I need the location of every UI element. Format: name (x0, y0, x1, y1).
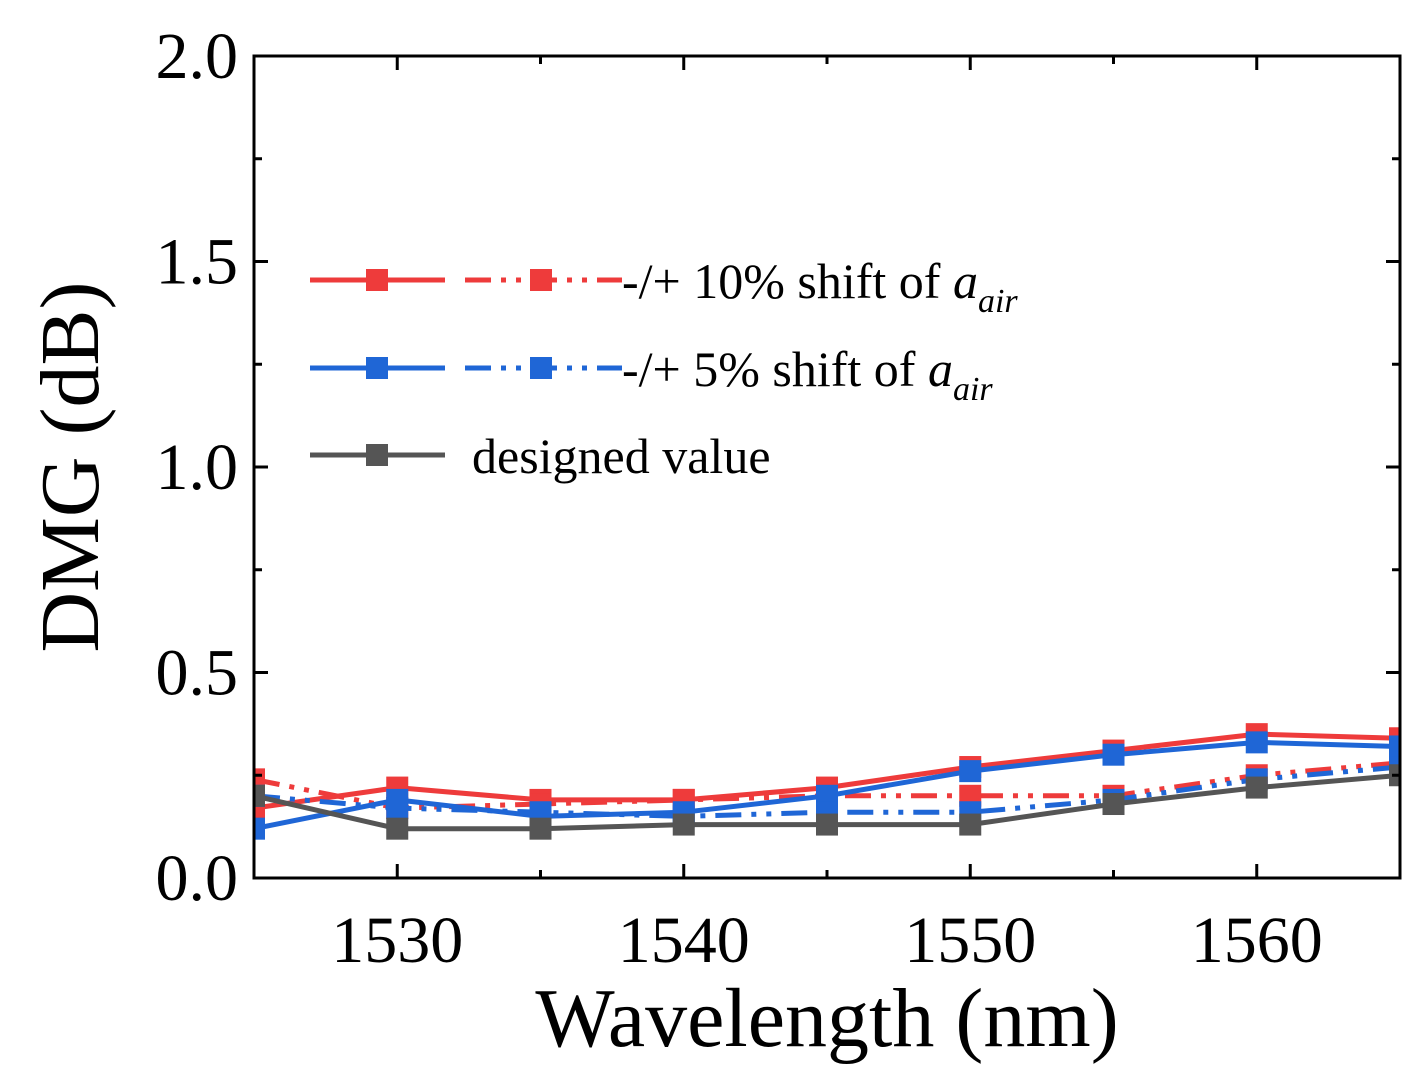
y-tick-label: 1.5 (156, 226, 239, 299)
x-tick-label: 1530 (331, 904, 463, 977)
series-marker (672, 813, 695, 836)
series-marker (529, 817, 552, 840)
x-axis-title: Wavelength (nm) (535, 972, 1118, 1065)
series-group (254, 723, 1400, 840)
series-marker (386, 797, 409, 820)
legend-marker (366, 444, 388, 466)
legend-label: designed value (472, 428, 771, 484)
series-marker (1102, 793, 1125, 816)
legend-entry-2: designed value (310, 428, 771, 484)
series-marker (254, 817, 265, 840)
series-marker (254, 768, 265, 791)
plot-frame (252, 54, 1402, 880)
y-tick-label: 1.0 (156, 431, 239, 504)
series-marker (254, 784, 265, 807)
series-marker (816, 813, 838, 836)
series-marker (254, 797, 265, 820)
series-marker (1389, 735, 1400, 758)
x-tick-label: 1550 (904, 904, 1036, 977)
legend-label: -/+ 10% shift of aair (622, 253, 1018, 320)
y-tick-label: 0.5 (156, 637, 239, 710)
legend-marker (366, 357, 388, 379)
x-tick-label: 1560 (1191, 904, 1323, 977)
tick-layer: 1530 1540 1550 1560 0.0 0.5 1.0 1.5 2.0 (156, 20, 1400, 977)
legend: -/+ 10% shift of aair -/+ 5% shift of aai… (310, 253, 1018, 484)
y-axis-title: DMG (dB) (24, 282, 117, 653)
y-tick-label: 0.0 (156, 842, 239, 915)
series-layer (254, 723, 1400, 840)
series-marker (959, 760, 982, 783)
legend-entry-0: -/+ 10% shift of aair (310, 253, 1018, 320)
series-marker (1245, 776, 1268, 799)
series-marker (1102, 743, 1125, 766)
legend-marker (366, 269, 388, 291)
legend-marker (530, 357, 552, 379)
legend-entry-1: -/+ 5% shift of aair (310, 341, 993, 408)
series-marker (1245, 731, 1268, 754)
series-marker (386, 817, 409, 840)
legend-label: -/+ 5% shift of aair (622, 341, 993, 408)
y-tick-label: 2.0 (156, 20, 239, 93)
legend-marker (530, 269, 552, 291)
x-tick-label: 1540 (618, 904, 750, 977)
series-marker (959, 813, 982, 836)
